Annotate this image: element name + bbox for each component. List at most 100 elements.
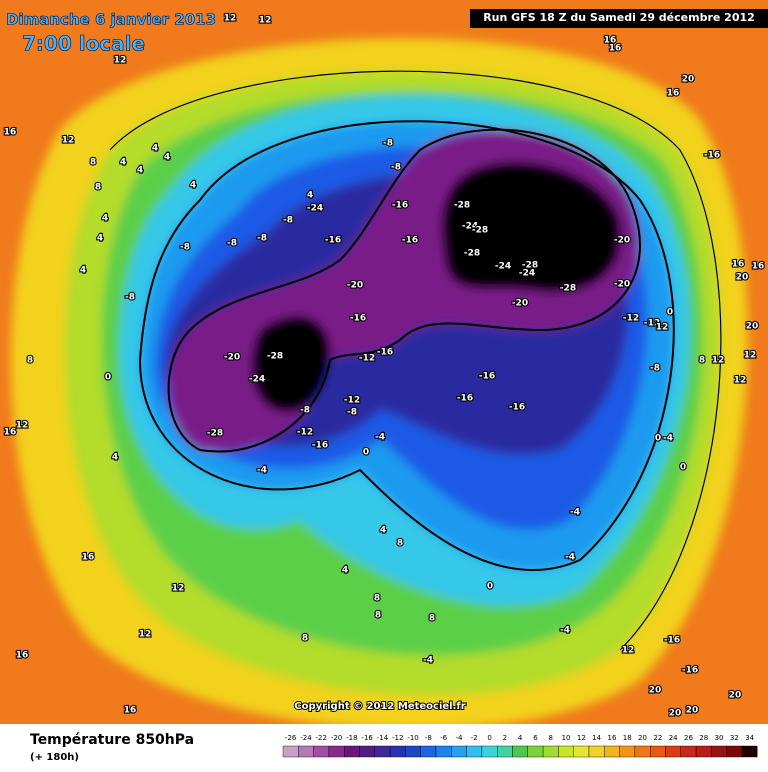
contour-label: 12 <box>16 421 29 431</box>
contour-label: -4 <box>565 553 575 563</box>
contour-label: -4 <box>423 656 433 666</box>
contour-label: -16 <box>509 403 525 413</box>
contour-label: 16 <box>124 706 137 716</box>
contour-label: -20 <box>614 236 630 246</box>
contour-label: 8 <box>397 539 403 549</box>
contour-label: 12 <box>656 323 669 333</box>
contour-label: -8 <box>300 406 310 416</box>
field-title: Température 850hPa <box>30 732 194 748</box>
contour-label: -12 <box>644 319 660 329</box>
legend-swatch <box>420 745 437 758</box>
legend-tick-label: 24 <box>669 734 678 742</box>
contour-label: 16 <box>16 651 29 661</box>
contour-label: 12 <box>62 136 75 146</box>
contour-label: -16 <box>312 441 328 451</box>
contour-label: -24 <box>307 204 323 214</box>
legend-swatch <box>650 745 666 758</box>
legend-tick-label: -26 <box>285 734 297 742</box>
contour-label: -16 <box>350 314 366 324</box>
legend-swatch <box>573 745 590 758</box>
legend-swatch <box>359 745 376 758</box>
legend-swatch <box>435 745 452 758</box>
contour-label: -4 <box>570 508 580 518</box>
legend-tick-label: 12 <box>577 734 586 742</box>
legend-swatch <box>634 745 651 758</box>
legend-tick-label: -10 <box>407 734 418 742</box>
contour-label: 4 <box>80 266 86 276</box>
contour-label: 16 <box>732 260 745 270</box>
contour-label: -12 <box>344 396 360 406</box>
contour-label: 20 <box>746 322 759 332</box>
contour-label: 20 <box>649 686 662 696</box>
legend-swatch <box>497 745 513 758</box>
contour-label: 12 <box>114 56 127 66</box>
legend-tick-label: 10 <box>562 734 571 742</box>
contour-label: -4 <box>663 434 673 444</box>
contour-label: 0 <box>655 434 661 444</box>
contour-label: -8 <box>283 216 293 226</box>
contour-label: -16 <box>704 151 720 161</box>
contour-label: -12 <box>359 354 375 364</box>
temperature-field <box>0 0 768 730</box>
legend-swatch <box>466 745 483 758</box>
legend-tick-label: 26 <box>684 734 693 742</box>
contour-label: 8 <box>302 634 308 644</box>
contour-label: 4 <box>190 181 196 191</box>
contour-label: -16 <box>664 636 680 646</box>
legend-tick-label: 8 <box>549 734 553 742</box>
contour-label: -24 <box>249 375 265 385</box>
contour-label: -8 <box>180 243 190 253</box>
legend-tick-label: 22 <box>653 734 662 742</box>
contour-label: 8 <box>699 356 705 366</box>
legend-swatch <box>619 745 636 758</box>
contour-label: 4 <box>164 153 170 163</box>
legend-swatch <box>313 745 330 758</box>
legend-swatch <box>405 745 421 758</box>
contour-label: 12 <box>172 584 185 594</box>
contour-label: 4 <box>137 166 143 176</box>
legend-tick-label: -14 <box>377 734 389 742</box>
legend-swatch <box>328 745 345 758</box>
contour-label: -8 <box>383 139 393 149</box>
local-time: 7:00 locale <box>22 32 145 56</box>
legend-tick-label: 30 <box>715 734 724 742</box>
contour-label: 4 <box>112 453 118 463</box>
legend-swatch <box>542 745 559 758</box>
contour-label: -8 <box>347 408 357 418</box>
contour-label: 16 <box>667 89 680 99</box>
contour-label: 4 <box>380 526 386 536</box>
contour-label: 16 <box>82 553 95 563</box>
contour-label: 0 <box>487 582 493 592</box>
legend-swatch <box>298 745 314 758</box>
contour-label: -4 <box>375 433 385 443</box>
contour-label: 20 <box>729 691 742 701</box>
contour-label: -28 <box>207 429 223 439</box>
legend-swatch <box>695 745 712 758</box>
contour-label: -20 <box>347 281 363 291</box>
lead-time: (+ 180h) <box>30 752 79 763</box>
contour-label: -28 <box>472 226 488 236</box>
copyright: Copyright © 2012 Meteociel.fr <box>294 701 465 712</box>
legend-swatch <box>527 745 544 758</box>
contour-label: 20 <box>682 75 695 85</box>
contour-label: 20 <box>686 706 699 716</box>
legend-tick-label: 20 <box>638 734 647 742</box>
legend-tick-label: 32 <box>730 734 739 742</box>
contour-label: -28 <box>267 352 283 362</box>
legend-swatch <box>558 745 574 758</box>
legend-swatch <box>481 745 498 758</box>
contour-label: 4 <box>307 191 313 201</box>
contour-label: -16 <box>402 236 418 246</box>
legend-tick-label: -2 <box>471 734 478 742</box>
contour-label: 16 <box>4 428 17 438</box>
run-info: Run GFS 18 Z du Samedi 29 décembre 2012 <box>483 11 755 24</box>
contour-label: -8 <box>227 239 237 249</box>
contour-label: 4 <box>152 144 158 154</box>
contour-label: 12 <box>139 630 152 640</box>
contour-label: 8 <box>27 356 33 366</box>
legend-tick-label: -20 <box>331 734 342 742</box>
contour-label: -8 <box>125 293 135 303</box>
